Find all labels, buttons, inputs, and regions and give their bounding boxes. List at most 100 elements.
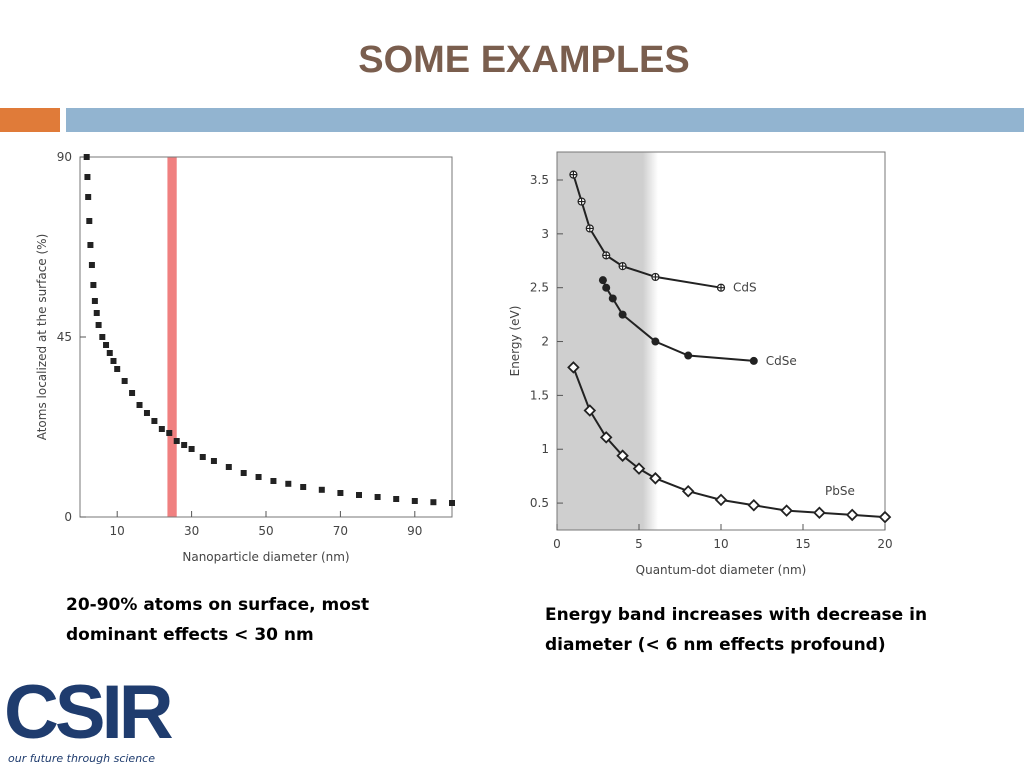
marker — [173, 438, 180, 444]
marker — [714, 493, 728, 507]
marker — [374, 494, 381, 500]
series-label: CdS — [733, 281, 757, 295]
marker — [95, 322, 102, 328]
shaded-region — [557, 152, 659, 530]
x-axis-label: Nanoparticle diameter (nm) — [182, 550, 349, 564]
marker — [598, 276, 607, 285]
marker — [225, 464, 232, 470]
y-axis-label: Atoms localized at the surface (%) — [35, 234, 49, 441]
marker — [110, 358, 117, 364]
marker — [121, 378, 128, 384]
marker — [577, 197, 586, 206]
caption: Energy band increases with decrease in d… — [545, 605, 928, 655]
marker — [181, 442, 188, 448]
marker — [780, 504, 793, 517]
highlight-band — [167, 157, 177, 517]
marker — [430, 499, 437, 506]
marker — [210, 458, 217, 464]
marker — [166, 430, 173, 436]
x-tick-label: 50 — [258, 524, 273, 538]
marker — [88, 262, 95, 268]
header-bar — [66, 108, 1024, 132]
marker — [255, 474, 262, 480]
marker — [716, 283, 726, 292]
y-axis-label: Energy (eV) — [508, 306, 522, 377]
marker — [684, 351, 693, 360]
marker — [83, 154, 90, 160]
marker — [411, 498, 418, 504]
marker — [158, 426, 165, 432]
y-tick-label: 3 — [541, 227, 549, 241]
y-tick-label: 1 — [541, 442, 549, 456]
marker — [393, 496, 400, 502]
marker — [602, 283, 611, 292]
y-tick-label: 2.5 — [530, 281, 549, 295]
x-tick-label: 70 — [333, 524, 348, 538]
marker — [813, 506, 826, 520]
x-tick-label: 30 — [184, 524, 199, 538]
marker — [632, 462, 646, 475]
marker — [199, 454, 206, 460]
marker — [608, 294, 617, 303]
x-tick-label: 0 — [553, 537, 561, 551]
marker — [318, 486, 325, 493]
series-label: CdSe — [766, 354, 797, 368]
marker — [90, 282, 97, 288]
marker — [114, 366, 121, 372]
marker — [649, 472, 662, 485]
y-tick-label: 0.5 — [530, 496, 549, 510]
caption-box: Energy band increases with decrease in d… — [545, 605, 928, 655]
marker — [285, 480, 292, 487]
marker — [91, 298, 98, 304]
marker — [449, 500, 455, 506]
marker — [136, 402, 143, 408]
marker — [618, 310, 627, 319]
y-tick-label: 2 — [541, 335, 549, 349]
marker — [356, 492, 362, 498]
y-tick-label: 45 — [57, 330, 72, 344]
y-tick-label: 90 — [57, 150, 72, 164]
slide-title: SOME EXAMPLES — [358, 39, 690, 81]
marker — [651, 272, 660, 282]
marker — [84, 174, 91, 180]
marker — [602, 251, 611, 260]
marker — [85, 194, 92, 200]
marker — [86, 218, 93, 224]
x-axis-label: Quantum-dot diameter (nm) — [636, 563, 807, 577]
marker — [747, 498, 761, 512]
marker — [569, 170, 578, 179]
marker — [567, 361, 580, 374]
marker — [151, 418, 158, 424]
marker — [749, 356, 758, 365]
marker — [616, 449, 629, 462]
x-tick-label: 10 — [713, 537, 728, 551]
marker — [93, 310, 100, 316]
y-tick-label: 0 — [64, 510, 72, 524]
caption-box: 20-90% atoms on surface, most dominant e… — [66, 595, 369, 645]
series-label: PbSe — [825, 484, 855, 498]
marker — [106, 350, 113, 356]
logo-tagline: our future through science — [8, 752, 155, 765]
marker — [583, 404, 597, 417]
y-tick-label: 3.5 — [530, 173, 549, 187]
marker — [240, 470, 247, 476]
x-tick-label: 15 — [795, 537, 810, 551]
marker — [270, 478, 277, 484]
marker — [585, 224, 594, 233]
marker — [651, 337, 660, 346]
marker — [300, 484, 307, 490]
marker — [337, 490, 344, 496]
marker — [878, 510, 892, 524]
marker — [188, 446, 195, 452]
plot-frame — [79, 156, 453, 518]
accent-bar — [0, 108, 60, 132]
x-tick-label: 10 — [110, 524, 125, 538]
marker — [681, 484, 695, 498]
marker — [845, 508, 859, 522]
marker — [143, 410, 150, 416]
x-tick-label: 20 — [877, 537, 892, 551]
x-tick-label: 5 — [635, 537, 643, 551]
marker — [618, 262, 627, 271]
